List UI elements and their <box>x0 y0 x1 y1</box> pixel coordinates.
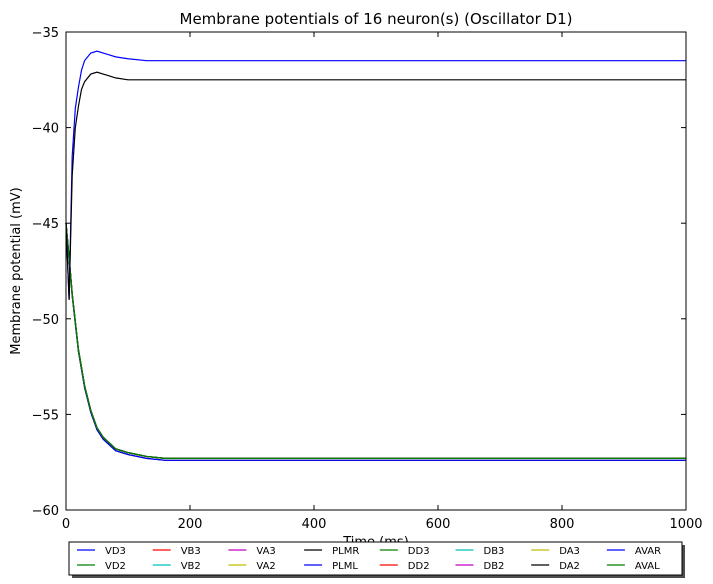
legend-label: VA3 <box>256 546 275 557</box>
x-tick-label: 400 <box>302 517 327 532</box>
legend-label: DA2 <box>559 561 580 572</box>
legend-item-va3: VA3 <box>228 546 276 557</box>
series-line-vd3 <box>65 223 686 459</box>
y-tick-label: −40 <box>32 122 59 137</box>
legend-item-aval: AVAL <box>606 561 660 572</box>
x-axis-ticks: 0 200 400 600 800 1000 <box>62 32 703 532</box>
series-line-aval <box>65 223 686 459</box>
legend-box <box>68 541 683 576</box>
legend-label: PLMR <box>332 546 359 557</box>
legend-item-da2: DA2 <box>531 561 580 572</box>
legend-items: VD3 VD2 VB3 VB2 VA3 VA2 PLMR PLML DD3 DD2 DB3 DB2 DA… <box>77 546 661 572</box>
legend-item-vd2: VD2 <box>77 561 126 572</box>
x-tick-label: 600 <box>426 517 451 532</box>
series-line-unlabeled-16 <box>65 71 686 300</box>
legend-label: DD3 <box>408 546 430 557</box>
legend-item-db3: DB3 <box>455 546 505 557</box>
legend-label: PLML <box>332 561 358 572</box>
y-tick-label: −45 <box>32 217 59 232</box>
series-line-vd2 <box>65 223 686 459</box>
series-line-dd3 <box>65 223 686 459</box>
series-line-vb3 <box>65 223 686 459</box>
plot-frame <box>65 31 687 511</box>
legend-label: VD2 <box>105 561 126 572</box>
series-line-va3 <box>65 223 686 459</box>
legend-item-plmr: PLMR <box>304 546 359 557</box>
plot-lines <box>65 50 686 461</box>
series-line-da3 <box>65 223 686 459</box>
series-line-dd2 <box>65 223 686 459</box>
y-tick-label: −60 <box>32 504 59 519</box>
x-tick-label: 200 <box>178 517 203 532</box>
legend-item-va2: VA2 <box>228 561 276 572</box>
legend-label: DA3 <box>559 546 580 557</box>
legend-label: DD2 <box>408 561 430 572</box>
legend-item-vb2: VB2 <box>152 561 201 572</box>
legend-label: DB2 <box>484 561 505 572</box>
legend-item-vd3: VD3 <box>77 546 126 557</box>
series-line-da2 <box>65 223 686 459</box>
y-tick-label: −35 <box>32 26 59 41</box>
y-axis-label: Membrane potential (mV) <box>9 187 24 354</box>
legend-item-vb3: VB3 <box>152 546 201 557</box>
y-axis-ticks: −60 −55 −50 −45 −40 −35 <box>32 26 686 519</box>
y-tick-label: −55 <box>32 408 59 423</box>
series-line-db2 <box>65 223 686 459</box>
legend-label: AVAL <box>635 561 660 572</box>
series-line-vb2 <box>65 223 686 459</box>
chart-title: Membrane potentials of 16 neuron(s) (Osc… <box>180 10 573 28</box>
series-line-plml <box>65 223 686 461</box>
series-line-plmr <box>65 223 686 461</box>
legend-item-da3: DA3 <box>531 546 580 557</box>
x-tick-label: 1000 <box>669 517 702 532</box>
series-line-avar <box>65 50 686 300</box>
legend-label: DB3 <box>484 546 505 557</box>
y-tick-label: −50 <box>32 313 59 328</box>
x-tick-label: 800 <box>550 517 575 532</box>
legend-item-plml: PLML <box>304 561 358 572</box>
legend-item-dd2: DD2 <box>379 561 430 572</box>
x-tick-label: 0 <box>62 517 70 532</box>
legend-item-db2: DB2 <box>455 561 505 572</box>
legend-label: VB2 <box>181 561 201 572</box>
legend-item-dd3: DD3 <box>379 546 430 557</box>
series-line-db3 <box>65 223 686 459</box>
series-line-va2 <box>65 223 686 459</box>
legend-label: VD3 <box>105 546 126 557</box>
legend-label: VA2 <box>256 561 275 572</box>
legend-item-avar: AVAR <box>606 546 661 557</box>
legend-label: VB3 <box>181 546 201 557</box>
legend-label: AVAR <box>635 546 661 557</box>
legend: VD3 VD2 VB3 VB2 VA3 VA2 PLMR PLML DD3 DD2 DB3 DB2 DA… <box>68 541 685 578</box>
